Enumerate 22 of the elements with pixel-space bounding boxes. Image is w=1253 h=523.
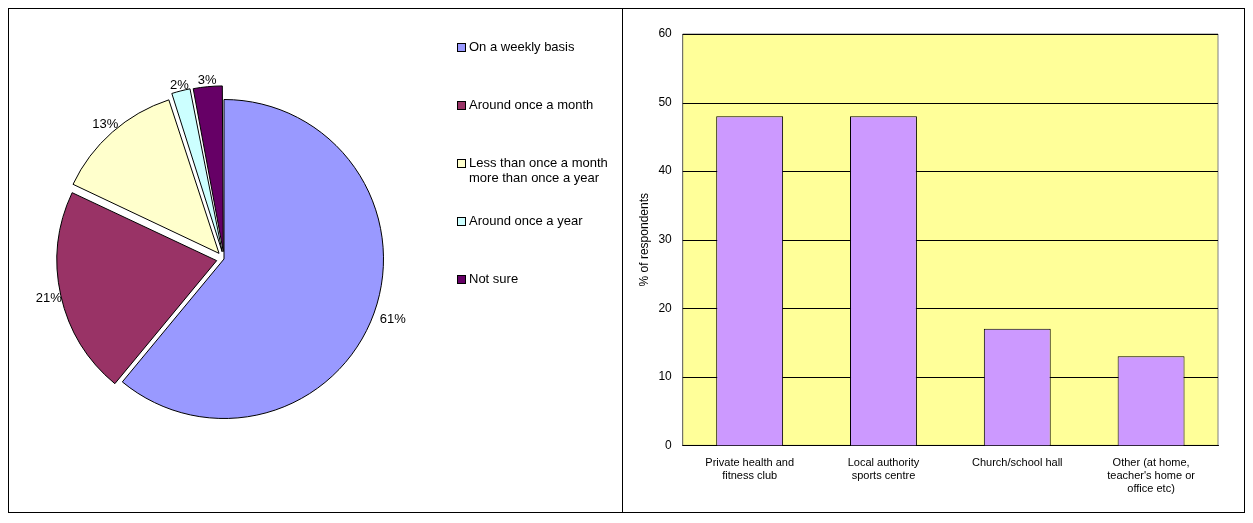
x-tick-label: Other (at home, teacher's home or office etc) [1107,456,1196,495]
x-tick-label: Private health and fitness club [705,456,794,482]
data-label: 61% [379,311,407,327]
legend-label: Less than once a month more than once a year [469,155,609,185]
legend-label: Not sure [469,271,519,286]
y-tick-label: 30 [658,232,673,247]
data-label: 13% [92,115,119,131]
legend-label: Around once a month [469,97,594,112]
y-tick-label: 0 [665,437,673,452]
y-tick-label: 10 [658,369,673,384]
y-axis-title: % of respondents [636,193,651,287]
y-tick-label: 60 [658,26,673,41]
legend-label: Around once a year [469,213,583,228]
data-label: 3% [197,71,217,87]
data-label: 2% [169,76,190,92]
x-tick-label: Local authority sports centre [847,456,920,482]
y-tick-label: 50 [658,94,673,109]
y-tick-label: 40 [658,163,673,178]
y-tick-label: 20 [658,300,673,315]
x-tick-label: Church/school hall [972,456,1063,469]
data-label: 21% [35,289,63,305]
legend-label: On a weekly basis [469,39,575,54]
